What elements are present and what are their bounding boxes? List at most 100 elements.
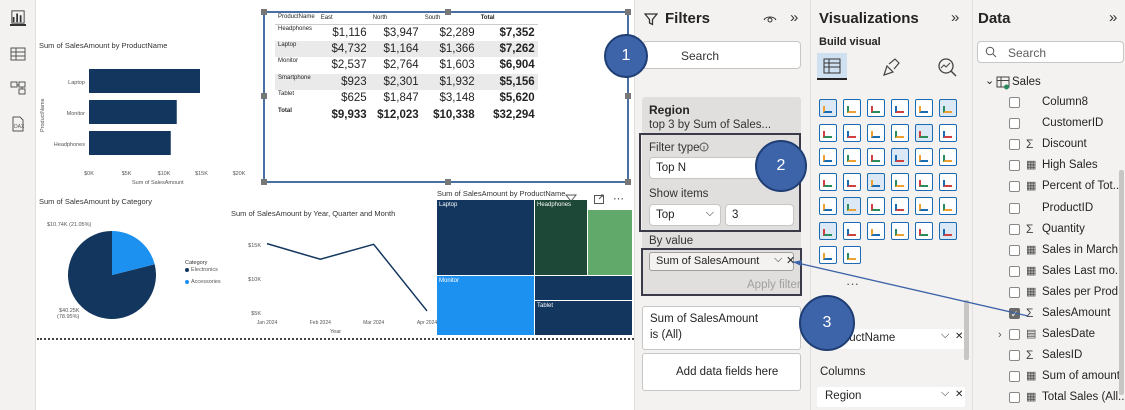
area-visual-icon[interactable]: [843, 123, 861, 142]
resize-handle[interactable]: [261, 93, 267, 99]
resize-handle[interactable]: [261, 179, 267, 185]
resize-handle[interactable]: [261, 9, 267, 15]
funnel-visual-icon[interactable]: [819, 148, 837, 166]
100-bar-visual-icon[interactable]: [915, 99, 933, 117]
line-series[interactable]: [266, 242, 428, 312]
collapse-pane-icon[interactable]: »: [790, 9, 799, 26]
resize-handle[interactable]: [625, 179, 631, 185]
apply-filter-button[interactable]: Apply filter: [747, 279, 801, 291]
treemap-tile-headphones[interactable]: Headphones: [535, 200, 587, 275]
close-icon[interactable]: ✕: [955, 331, 964, 342]
close-icon[interactable]: ✕: [955, 389, 964, 400]
filter-card-sum-of-salesamount[interactable]: Sum of SalesAmount is (All): [642, 306, 801, 350]
data-field-item[interactable]: ▦ Total Sales (All...: [973, 388, 1125, 409]
gauge-visual-icon[interactable]: [867, 172, 885, 191]
by-value-field-well[interactable]: Sum of SalesAmount ⌵ ✕: [649, 252, 796, 271]
kpi-visual-icon[interactable]: [939, 172, 957, 191]
trophy-visual-icon[interactable]: [891, 221, 909, 240]
chevron-down-icon[interactable]: ⌵: [774, 253, 783, 265]
stacked-column-visual-icon[interactable]: [843, 99, 861, 117]
field-checkbox[interactable]: [1009, 97, 1020, 108]
collapse-pane-icon[interactable]: »: [1109, 9, 1118, 26]
slicer-visual-icon[interactable]: [819, 197, 837, 215]
matrix-visual-icon[interactable]: [867, 197, 885, 215]
custom-visual-icon[interactable]: [843, 246, 861, 264]
stacked-bar-visual-icon[interactable]: [819, 99, 837, 117]
data-field-item[interactable]: ▤ SalesDate: [973, 325, 1125, 346]
data-field-item[interactable]: CustomerID: [973, 114, 1125, 135]
close-icon[interactable]: ✕: [786, 255, 796, 267]
waterfall-visual-icon[interactable]: [939, 123, 957, 142]
show-items-direction-select[interactable]: Top ⌵: [649, 204, 721, 226]
bar-monitor[interactable]: [89, 100, 177, 124]
treemap-tile-tablet[interactable]: Tablet: [535, 301, 632, 335]
field-checkbox[interactable]: [1009, 118, 1020, 130]
data-field-item[interactable]: Σ Quantity: [973, 220, 1125, 241]
matrix-header-north[interactable]: North: [369, 13, 422, 25]
resize-handle[interactable]: [445, 9, 451, 15]
data-field-item[interactable]: ▦ Percent of Tot...: [973, 177, 1125, 198]
donut-visual-icon[interactable]: [891, 148, 909, 166]
power-apps-visual-icon[interactable]: [939, 221, 957, 240]
resize-handle[interactable]: [625, 9, 631, 15]
data-field-item[interactable]: Σ SalesID: [973, 346, 1125, 367]
scatter-visual-icon[interactable]: [843, 148, 861, 166]
matrix-header-east[interactable]: East: [317, 13, 370, 25]
field-checkbox[interactable]: [1009, 160, 1020, 172]
treemap-visual-icon[interactable]: [915, 148, 933, 166]
power-automate-visual-icon[interactable]: [819, 246, 837, 264]
scrollbar[interactable]: [1119, 170, 1124, 395]
info-icon[interactable]: [699, 142, 709, 152]
chevron-down-icon[interactable]: ⌵: [941, 329, 950, 341]
field-checkbox[interactable]: [1009, 286, 1020, 298]
build-visual-tab[interactable]: [817, 53, 847, 80]
clustered-column-visual-icon[interactable]: [891, 99, 909, 117]
map-visual-icon[interactable]: [939, 148, 957, 166]
100-column-visual-icon[interactable]: [939, 99, 957, 117]
pie-slice-accessories[interactable]: [112, 231, 155, 275]
decomposition-tree-visual-icon[interactable]: [819, 221, 837, 240]
columns-field-well[interactable]: Region ⌵ ✕: [817, 387, 965, 407]
focus-mode-icon[interactable]: [593, 193, 605, 205]
data-field-item[interactable]: ▦ Sum of amount: [973, 367, 1125, 388]
data-field-item[interactable]: ProductID: [973, 199, 1125, 220]
show-items-count-input[interactable]: 3: [725, 204, 794, 226]
matrix-header-total[interactable]: Total: [477, 13, 538, 25]
python-visual-visual-icon[interactable]: [915, 197, 933, 215]
data-field-item[interactable]: ▦ High Sales: [973, 156, 1125, 177]
scrollbar[interactable]: [964, 300, 969, 360]
model-view-icon[interactable]: [10, 80, 26, 96]
bar-headphones[interactable]: [89, 131, 171, 155]
treemap-tile-other[interactable]: [588, 210, 632, 275]
field-checkbox[interactable]: [1009, 350, 1020, 362]
report-view-icon[interactable]: [10, 10, 26, 26]
table-view-icon[interactable]: [10, 46, 26, 62]
format-visual-icon[interactable]: [881, 58, 901, 78]
field-checkbox[interactable]: [1009, 329, 1020, 341]
field-checkbox[interactable]: [1009, 244, 1020, 256]
field-checkbox[interactable]: [1009, 223, 1020, 235]
filled-map-visual-icon[interactable]: [819, 172, 837, 191]
data-field-item[interactable]: ▦ Sales Last mo...: [973, 262, 1125, 283]
more-visuals-icon[interactable]: ···: [846, 276, 859, 291]
matrix-header-productname[interactable]: ProductName: [275, 13, 318, 25]
filters-search-input[interactable]: Search: [642, 41, 801, 69]
narrative-visual-icon[interactable]: [867, 221, 885, 240]
field-checkbox[interactable]: [1009, 265, 1020, 277]
treemap-tile-monitor[interactable]: Monitor: [437, 276, 534, 335]
line-column-visual-icon[interactable]: [891, 123, 909, 142]
resize-handle[interactable]: [625, 93, 631, 99]
add-data-fields-dropzone[interactable]: Add data fields here: [642, 353, 801, 391]
data-field-item[interactable]: Column8: [973, 93, 1125, 114]
analytics-icon[interactable]: [936, 56, 958, 78]
data-field-item[interactable]: ▦ Sales per Prod...: [973, 283, 1125, 304]
matrix-header-south[interactable]: South: [421, 13, 478, 25]
line-visual-icon[interactable]: [819, 123, 837, 142]
field-checkbox[interactable]: [1009, 392, 1020, 404]
paginated-visual-icon[interactable]: [915, 221, 933, 240]
pie-visual-icon[interactable]: [867, 148, 885, 166]
resize-handle[interactable]: [445, 179, 451, 185]
table-visual-icon[interactable]: [843, 197, 861, 215]
field-checkbox[interactable]: [1009, 139, 1020, 151]
card-visual-icon[interactable]: [891, 172, 909, 191]
